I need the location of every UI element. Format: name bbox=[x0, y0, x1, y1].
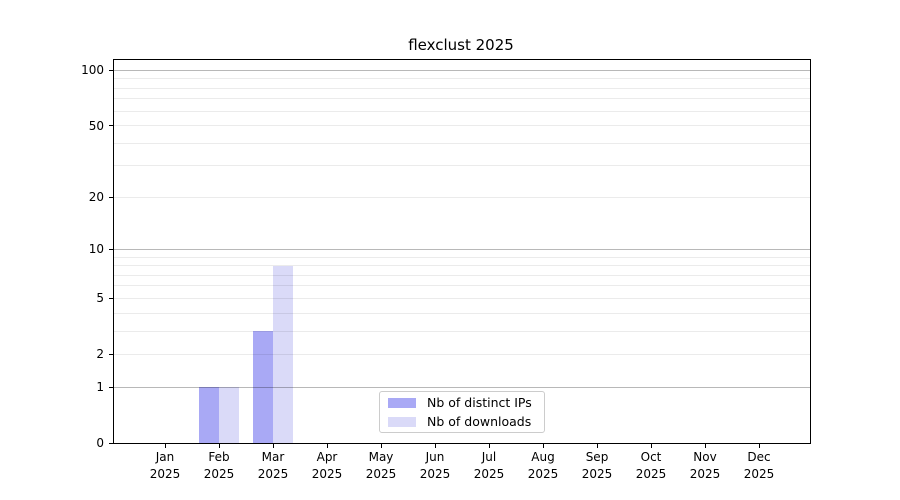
minor-gridline bbox=[114, 274, 810, 276]
x-tick bbox=[218, 444, 220, 448]
y-tick bbox=[109, 442, 113, 444]
minor-gridline bbox=[114, 256, 810, 258]
y-tick-label: 2 bbox=[96, 347, 104, 362]
x-tick bbox=[542, 444, 544, 448]
legend-label-downloads: Nb of downloads bbox=[427, 414, 532, 429]
y-tick-label: 50 bbox=[88, 118, 104, 133]
x-tick bbox=[326, 444, 328, 448]
y-tick bbox=[109, 297, 113, 299]
y-tick bbox=[109, 196, 113, 198]
minor-gridline bbox=[114, 110, 810, 112]
minor-gridline bbox=[114, 312, 810, 314]
major-gridline bbox=[114, 69, 810, 71]
y-tick bbox=[109, 386, 113, 388]
minor-gridline bbox=[114, 196, 810, 198]
chart-title: flexclust 2025 bbox=[408, 36, 514, 54]
y-tick-label: 10 bbox=[88, 242, 104, 257]
x-tick-label: Jul 2025 bbox=[473, 450, 505, 481]
bar-feb-distinct-ips bbox=[199, 387, 219, 443]
major-gridline bbox=[114, 386, 810, 388]
legend-swatch-distinct-ips bbox=[388, 397, 416, 408]
x-tick bbox=[596, 444, 598, 448]
x-tick bbox=[704, 444, 706, 448]
x-tick-label: Mar 2025 bbox=[257, 450, 289, 481]
y-tick-label: 20 bbox=[88, 190, 104, 205]
y-tick-label: 1 bbox=[96, 380, 104, 395]
minor-gridline bbox=[114, 142, 810, 144]
legend-swatch-downloads bbox=[388, 416, 416, 427]
x-tick bbox=[434, 444, 436, 448]
x-tick-label: May 2025 bbox=[365, 450, 397, 481]
x-tick bbox=[164, 444, 166, 448]
minor-gridline bbox=[114, 353, 810, 355]
y-tick-label: 5 bbox=[96, 291, 104, 306]
minor-gridline bbox=[114, 165, 810, 167]
plot-area: Nb of distinct IPs Nb of downloads bbox=[113, 59, 811, 444]
legend-label-distinct-ips: Nb of distinct IPs bbox=[427, 395, 532, 410]
x-tick bbox=[380, 444, 382, 448]
bar-mar-downloads bbox=[273, 265, 293, 443]
y-tick bbox=[109, 248, 113, 250]
x-tick-label: Nov 2025 bbox=[689, 450, 721, 481]
minor-gridline bbox=[114, 125, 810, 127]
minor-gridline bbox=[114, 78, 810, 80]
minor-gridline bbox=[114, 265, 810, 267]
minor-gridline bbox=[114, 285, 810, 287]
major-gridline bbox=[114, 248, 810, 250]
y-tick bbox=[109, 125, 113, 127]
x-tick bbox=[488, 444, 490, 448]
y-tick-label: 0 bbox=[96, 436, 104, 450]
grid-layer bbox=[114, 60, 810, 443]
x-tick bbox=[650, 444, 652, 448]
minor-gridline bbox=[114, 297, 810, 299]
y-tick-label: 100 bbox=[81, 63, 104, 78]
x-tick-label: Oct 2025 bbox=[635, 450, 667, 481]
minor-gridline bbox=[114, 330, 810, 332]
bar-mar-distinct-ips bbox=[253, 331, 273, 443]
legend-item-distinct-ips: Nb of distinct IPs bbox=[388, 395, 544, 410]
x-tick-label: Apr 2025 bbox=[311, 450, 343, 481]
y-tick bbox=[109, 69, 113, 71]
x-tick-label: Aug 2025 bbox=[527, 450, 559, 481]
x-tick-label: Feb 2025 bbox=[203, 450, 235, 481]
minor-gridline bbox=[114, 98, 810, 100]
x-tick-label: Dec 2025 bbox=[743, 450, 775, 481]
legend: Nb of distinct IPs Nb of downloads bbox=[379, 391, 545, 433]
minor-gridline bbox=[114, 87, 810, 89]
bar-feb-downloads bbox=[219, 387, 239, 443]
y-tick bbox=[109, 353, 113, 355]
bars-layer bbox=[114, 60, 810, 443]
x-tick bbox=[272, 444, 274, 448]
x-tick-label: Jun 2025 bbox=[419, 450, 451, 481]
x-tick-label: Sep 2025 bbox=[581, 450, 613, 481]
x-tick bbox=[758, 444, 760, 448]
legend-item-downloads: Nb of downloads bbox=[388, 414, 544, 429]
x-tick-label: Jan 2025 bbox=[149, 450, 181, 481]
